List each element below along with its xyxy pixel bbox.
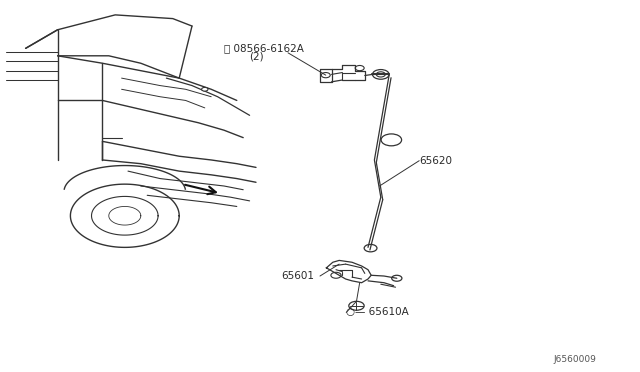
Text: J6560009: J6560009 <box>554 355 596 364</box>
Text: 65620: 65620 <box>419 155 452 166</box>
Text: Ⓢ 08566-6162A: Ⓢ 08566-6162A <box>224 44 304 53</box>
Circle shape <box>202 87 208 91</box>
Text: 65601: 65601 <box>282 271 315 281</box>
Text: (2): (2) <box>250 52 264 61</box>
Text: ○— 65610A: ○— 65610A <box>346 307 409 317</box>
